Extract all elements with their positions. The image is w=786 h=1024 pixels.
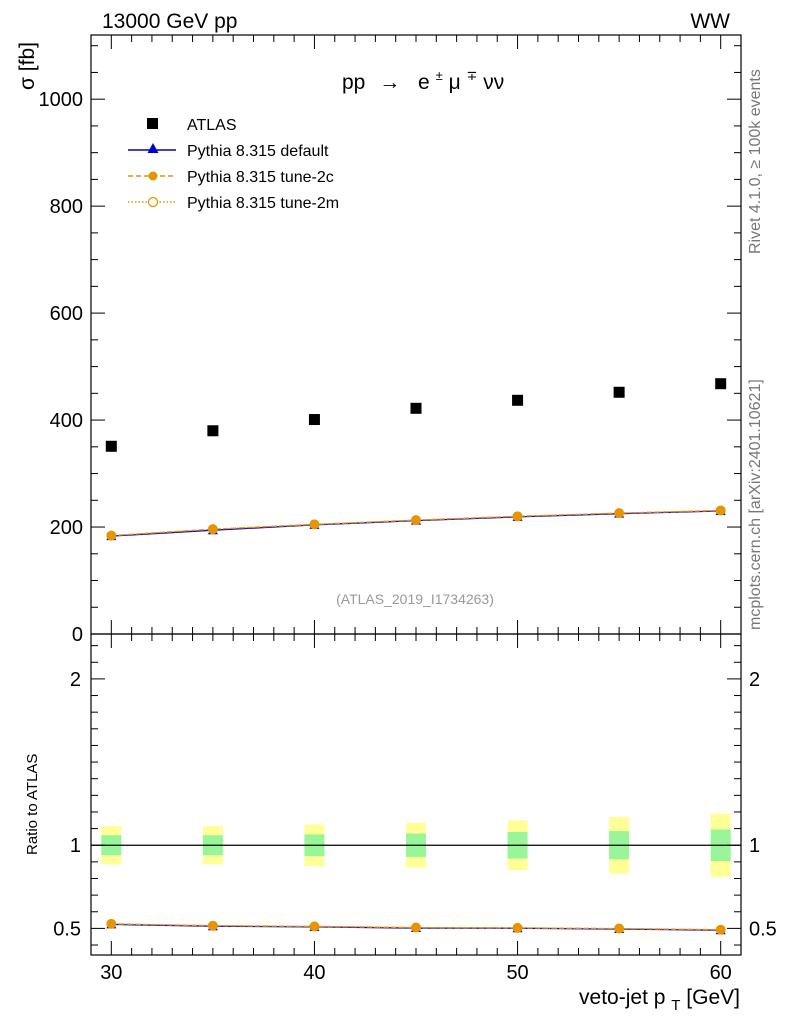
point-atlas	[105, 440, 117, 452]
ratio-point-tune2m	[106, 918, 117, 929]
point-tune2m	[715, 505, 726, 516]
main-y-tick-label: 200	[50, 517, 83, 539]
point-tune2c	[106, 531, 116, 541]
legend-label-default: Pythia 8.315 default	[187, 143, 329, 160]
main-panel: 0 200 400 600 800 1000	[39, 34, 742, 646]
ratio-point-tune2c	[411, 923, 421, 933]
ratio-point-tune2c	[106, 919, 116, 929]
x-axis-title-main: veto-jet p	[579, 986, 665, 1009]
legend-marker-default	[147, 143, 159, 153]
ratio-point-tune2c	[208, 921, 218, 931]
process-e-sup: ±	[436, 68, 443, 83]
point-tune2c	[309, 519, 319, 529]
process-arrow: →	[379, 71, 400, 94]
point-tune2c	[513, 511, 523, 521]
ratio-point-tune2c	[309, 921, 319, 931]
x-axis-title-sub: T	[671, 997, 680, 1014]
point-tune2c	[208, 524, 218, 534]
x-axis-title-unit: [GeV]	[686, 986, 740, 1009]
main-y-tick-label: 400	[50, 410, 83, 432]
point-tune2m	[411, 515, 421, 526]
x-tick-label: 30	[100, 962, 122, 984]
point-atlas	[613, 386, 625, 398]
x-tick-label: 60	[710, 962, 732, 984]
main-y-tick-label: 1000	[39, 89, 84, 111]
point-atlas	[308, 414, 320, 426]
main-y-tick-label: 800	[50, 196, 83, 218]
ratio-ylabel: Ratio to ATLAS	[24, 754, 41, 855]
legend-label-atlas: ATLAS	[187, 117, 237, 134]
header-energy: 13000 GeV pp	[102, 10, 237, 33]
x-axis-title: veto-jet p T [GeV]	[579, 986, 740, 1015]
ratio-point-tune2c	[513, 923, 523, 933]
ratio-y-tick-label-right: 1	[749, 835, 760, 857]
legend-marker-tune2c	[148, 171, 158, 181]
process-mu: μ	[449, 71, 461, 94]
point-tune2m	[614, 508, 625, 519]
ratio-point-tune2m	[614, 923, 625, 934]
point-tune2m	[207, 524, 218, 535]
point-tune2m	[512, 511, 523, 522]
point-tune2m	[309, 519, 320, 530]
point-atlas	[207, 425, 219, 437]
point-atlas	[410, 402, 422, 414]
main-y-tick-label: 0	[72, 624, 83, 646]
process-mu-sup: ∓	[467, 68, 478, 83]
ratio-y-tick-label-right: 0.5	[749, 918, 777, 940]
legend-marker-tune2m	[147, 196, 159, 208]
ratio-point-tune2m	[715, 924, 726, 935]
ratio-point-tune2c	[716, 925, 726, 935]
ratio-point-tune2m	[309, 921, 320, 932]
header-process: WW	[690, 10, 730, 33]
point-atlas	[715, 378, 727, 390]
point-atlas	[512, 394, 524, 406]
analysis-id: (ATLAS_2019_I1734263)	[336, 591, 494, 607]
ratio-point-tune2c	[614, 924, 624, 934]
legend-label-tune2m: Pythia 8.315 tune-2m	[187, 195, 339, 212]
legend-label-tune2c: Pythia 8.315 tune-2c	[187, 169, 334, 186]
x-tick-label: 50	[506, 962, 528, 984]
process-pp: pp	[342, 71, 365, 94]
ratio-point-tune2m	[207, 920, 218, 931]
point-tune2c	[411, 515, 421, 525]
point-tune2c	[614, 508, 624, 518]
ratio-point-tune2m	[512, 922, 523, 933]
ratio-y-tick-label: 0.5	[53, 918, 81, 940]
main-y-tick-label: 600	[50, 303, 83, 325]
process-nunu: νν	[483, 71, 504, 94]
point-tune2c	[716, 505, 726, 515]
side-label-mcplots: mcplots.cern.ch [arXiv:2401.10621]	[747, 379, 764, 630]
x-tick-label: 40	[303, 962, 325, 984]
ratio-y-tick-label-right: 2	[749, 669, 760, 691]
side-label-rivet: Rivet 4.1.0, ≥ 100k events	[747, 69, 764, 254]
point-tune2m	[106, 530, 117, 541]
ratio-frame	[90, 633, 742, 956]
legend: ATLAS Pythia 8.315 default Pythia 8.315 …	[128, 117, 339, 212]
process-label: pp → e ± μ ∓ νν	[342, 62, 504, 94]
ratio-y-tick-label: 1	[70, 835, 81, 857]
ratio-panel: 30 40 50 60 0.5 0.5 1 1 2 2	[53, 633, 777, 984]
ratio-y-tick-label: 2	[70, 669, 81, 691]
main-ylabel: σ [fb]	[16, 42, 39, 90]
legend-marker-atlas	[147, 118, 158, 129]
process-e: e	[418, 71, 430, 94]
ratio-point-tune2m	[411, 922, 421, 933]
